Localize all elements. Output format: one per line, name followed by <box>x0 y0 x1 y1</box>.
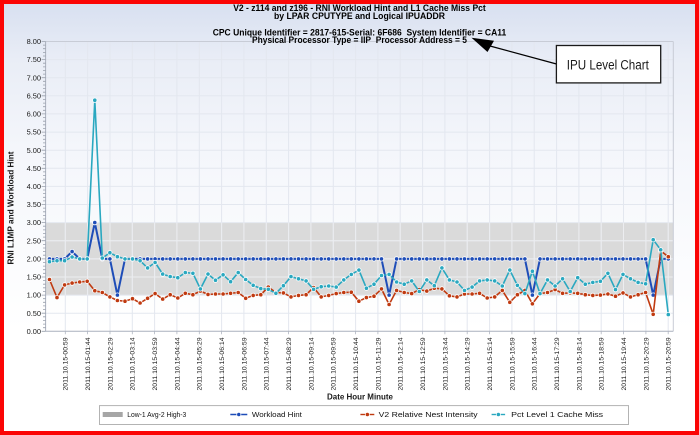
svg-text:Low-1 Avg-2 High-3: Low-1 Avg-2 High-3 <box>127 410 186 419</box>
svg-text:2011.10.15-08:29: 2011.10.15-08:29 <box>286 337 293 390</box>
svg-text:2011.10.15-17:29: 2011.10.15-17:29 <box>554 337 561 390</box>
svg-text:7.00: 7.00 <box>27 73 41 82</box>
svg-text:3.50: 3.50 <box>27 200 41 209</box>
svg-text:2.00: 2.00 <box>27 255 41 264</box>
svg-text:2011.10.15-03:14: 2011.10.15-03:14 <box>130 337 137 390</box>
svg-text:2011.10.15-18:59: 2011.10.15-18:59 <box>599 337 606 390</box>
svg-text:2011.10.15-02:29: 2011.10.15-02:29 <box>107 337 114 390</box>
svg-text:4.50: 4.50 <box>27 164 41 173</box>
svg-text:2011.10.15-18:14: 2011.10.15-18:14 <box>576 337 583 390</box>
svg-text:0.00: 0.00 <box>27 327 41 336</box>
svg-text:by LPAR CPUTYPE and Logical IP: by LPAR CPUTYPE and Logical IPUADDR <box>274 11 445 21</box>
svg-text:2011.10.15-06:14: 2011.10.15-06:14 <box>219 337 226 390</box>
svg-text:2011.10.15-05:29: 2011.10.15-05:29 <box>197 337 204 390</box>
svg-text:7.50: 7.50 <box>27 55 41 64</box>
svg-text:Date Hour Minute: Date Hour Minute <box>327 393 394 402</box>
svg-text:2011.10.15-19:44: 2011.10.15-19:44 <box>621 337 628 390</box>
svg-text:5.50: 5.50 <box>27 128 41 137</box>
svg-text:0.50: 0.50 <box>27 309 41 318</box>
svg-text:2011.10.15-20:29: 2011.10.15-20:29 <box>643 337 650 390</box>
svg-text:2011.10.15-03:59: 2011.10.15-03:59 <box>152 337 159 390</box>
svg-text:2011.10.15-13:44: 2011.10.15-13:44 <box>442 337 449 390</box>
svg-text:V2 Relative Nest Intensity: V2 Relative Nest Intensity <box>379 410 478 419</box>
svg-text:2011.10.15-11:29: 2011.10.15-11:29 <box>375 337 382 390</box>
svg-text:2011.10.15-01:44: 2011.10.15-01:44 <box>85 337 92 390</box>
svg-text:2011.10.15-09:59: 2011.10.15-09:59 <box>331 337 338 390</box>
svg-text:8.00: 8.00 <box>27 37 41 46</box>
svg-text:2011.10.15-20:59: 2011.10.15-20:59 <box>666 337 673 390</box>
svg-text:1.00: 1.00 <box>27 291 41 300</box>
svg-text:2.50: 2.50 <box>27 236 41 245</box>
svg-text:5.00: 5.00 <box>27 146 41 155</box>
svg-text:6.00: 6.00 <box>27 110 41 119</box>
svg-text:IPU Level Chart: IPU Level Chart <box>567 57 649 72</box>
svg-text:2011.10.15-14:29: 2011.10.15-14:29 <box>465 337 472 390</box>
svg-text:2011.10.15-07:44: 2011.10.15-07:44 <box>264 337 271 390</box>
svg-text:2011.10.15-10:44: 2011.10.15-10:44 <box>353 337 360 390</box>
svg-text:2011.10.15-12:59: 2011.10.15-12:59 <box>420 337 427 390</box>
svg-text:6.50: 6.50 <box>27 91 41 100</box>
svg-text:Workload Hint: Workload Hint <box>252 410 302 419</box>
svg-text:4.00: 4.00 <box>27 182 41 191</box>
svg-text:V2 - z114 and z196 - RNI Workl: V2 - z114 and z196 - RNI Workload Hint a… <box>233 3 486 13</box>
svg-text:1.50: 1.50 <box>27 273 41 282</box>
svg-text:2011.10.15-16:44: 2011.10.15-16:44 <box>532 337 539 390</box>
svg-text:2011.10.15-12:14: 2011.10.15-12:14 <box>398 337 405 390</box>
svg-text:2011.10.15-15:14: 2011.10.15-15:14 <box>487 337 494 390</box>
svg-text:2011.10.15-09:14: 2011.10.15-09:14 <box>308 337 315 390</box>
svg-text:2011.10.15-06:59: 2011.10.15-06:59 <box>241 337 248 390</box>
svg-text:2011.10.15-15:59: 2011.10.15-15:59 <box>509 337 516 390</box>
svg-text:Pct Level 1 Cache Miss: Pct Level 1 Cache Miss <box>511 410 603 419</box>
svg-text:3.00: 3.00 <box>27 218 41 227</box>
svg-text:RNI L1MP and Workload Hint: RNI L1MP and Workload Hint <box>7 151 16 264</box>
svg-text:CPC Unique Identifier = 2817-6: CPC Unique Identifier = 2817-615-Serial:… <box>213 27 507 37</box>
svg-text:2011.10.15-00:59: 2011.10.15-00:59 <box>63 337 70 390</box>
svg-text:2011.10.15-04:44: 2011.10.15-04:44 <box>174 337 181 390</box>
svg-text:Physical Processor Type = IIP: Physical Processor Type = IIP Processor … <box>252 35 467 45</box>
